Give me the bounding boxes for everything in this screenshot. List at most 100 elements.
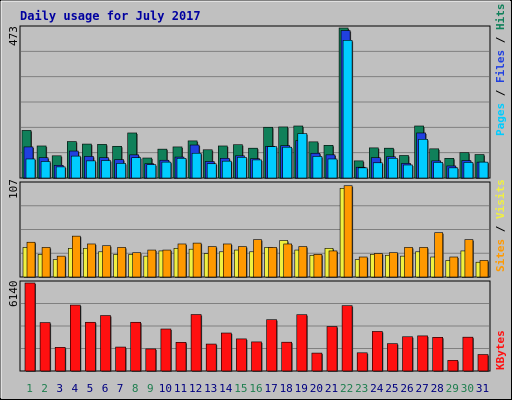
bar-sites-day-7 [117,247,126,278]
bars [21,27,489,372]
legend-files: Files [494,50,507,83]
bottom-panel-ymax-label: 6140 [7,281,20,308]
bar-kbytes-day-18 [281,341,293,372]
bar-kbytes-day-17 [266,319,277,372]
bar-pages-day-3 [55,166,66,179]
bar-kbytes-day-10 [160,328,172,372]
bar-sites-day-20 [313,254,323,278]
bar-kbytes-day-25 [387,343,398,372]
day-label-7: 7 [117,382,124,395]
day-label-16: 16 [249,382,262,395]
bar-sites-day-28 [434,232,444,278]
bar-sites-day-22 [343,185,353,278]
bar-kbytes-day-2 [39,322,51,372]
bar-kbytes-day-28 [432,337,444,372]
day-label-30: 30 [461,382,474,395]
day-label-8: 8 [132,382,139,395]
bar-pages-day-25 [388,158,398,179]
bar-sites-day-27 [419,247,428,278]
day-label-3: 3 [56,382,63,395]
day-label-24: 24 [370,382,384,395]
bar-kbytes-day-11 [175,342,187,372]
legend-pages: Pages [494,103,507,136]
bar-pages-day-20 [312,156,323,179]
bar-sites-day-4 [72,235,81,278]
day-label-12: 12 [189,382,202,395]
bar-sites-day-3 [56,255,66,278]
day-label-6: 6 [102,382,109,395]
bar-pages-day-10 [161,161,172,179]
bar-sites-day-24 [373,253,383,278]
day-label-25: 25 [385,382,398,395]
bar-sites-day-16 [253,239,262,278]
bar-sites-day-15 [238,246,247,278]
bar-sites-day-6 [102,245,111,278]
day-label-11: 11 [174,382,187,395]
legend-bottom: KBytes [494,330,507,370]
bar-sites-day-8 [132,252,141,278]
legend-kbytes: KBytes [494,330,507,370]
day-label-9: 9 [147,382,154,395]
x-axis-day-labels: 1 2 3 4 5 6 7 8 9 10 11 12 13 14 15 16 17 18 19 20 21 22 23 24 2… [26,382,489,395]
bar-pages-day-21 [327,158,338,179]
bar-kbytes-day-4 [70,304,81,372]
bar-kbytes-day-6 [100,315,111,372]
day-label-4: 4 [71,382,78,395]
bar-kbytes-day-9 [145,348,157,372]
bar-pages-day-1 [25,158,36,179]
legend-middle: Sites / Visits [494,179,507,272]
bar-pages-day-16 [252,159,262,179]
bar-pages-day-8 [131,157,141,179]
day-label-18: 18 [280,382,293,395]
legend-hits: Hits [494,4,507,31]
day-label-2: 2 [41,382,48,395]
bar-sites-day-17 [268,247,277,278]
bar-sites-day-29 [449,256,459,278]
bar-sites-day-18 [283,243,293,278]
bar-pages-day-24 [372,162,383,179]
day-label-29: 29 [446,382,459,395]
bar-pages-day-9 [146,164,157,179]
day-label-17: 17 [264,382,277,395]
bar-pages-day-22 [342,40,353,179]
bar-pages-day-18 [282,146,293,179]
day-label-14: 14 [219,382,233,395]
day-label-20: 20 [310,382,323,395]
day-label-5: 5 [87,382,94,395]
bar-pages-day-4 [71,155,81,179]
day-label-22: 22 [340,382,353,395]
day-label-21: 21 [325,382,338,395]
bar-kbytes-day-14 [221,332,232,372]
bar-pages-day-15 [237,157,247,179]
bar-sites-day-25 [389,252,398,278]
bar-sites-day-1 [26,241,36,278]
bar-kbytes-day-19 [296,314,308,372]
bar-kbytes-day-5 [85,321,96,372]
bar-sites-day-5 [87,243,96,278]
day-label-23: 23 [355,382,368,395]
bar-pages-day-23 [357,167,368,179]
bar-kbytes-day-29 [447,360,459,372]
bar-kbytes-day-21 [326,326,338,372]
bar-kbytes-day-13 [205,343,217,372]
day-label-15: 15 [234,382,247,395]
bar-sites-day-14 [223,243,232,278]
day-label-1: 1 [26,382,33,395]
bar-kbytes-day-20 [311,352,323,372]
bar-kbytes-day-3 [54,347,66,372]
legend-sep-2: / [494,30,507,50]
bar-pages-day-12 [191,152,202,179]
bar-kbytes-day-15 [236,338,247,372]
bar-sites-day-19 [298,246,308,278]
day-label-13: 13 [204,382,217,395]
bar-pages-day-13 [206,163,217,179]
day-label-19: 19 [295,382,308,395]
bar-kbytes-day-30 [462,336,474,372]
bar-pages-day-29 [448,167,459,179]
bar-kbytes-day-31 [477,354,489,372]
day-label-28: 28 [431,382,444,395]
bar-sites-day-10 [162,249,172,278]
bar-kbytes-day-23 [356,352,368,372]
bar-sites-day-9 [147,249,157,278]
bar-sites-day-2 [41,247,51,278]
